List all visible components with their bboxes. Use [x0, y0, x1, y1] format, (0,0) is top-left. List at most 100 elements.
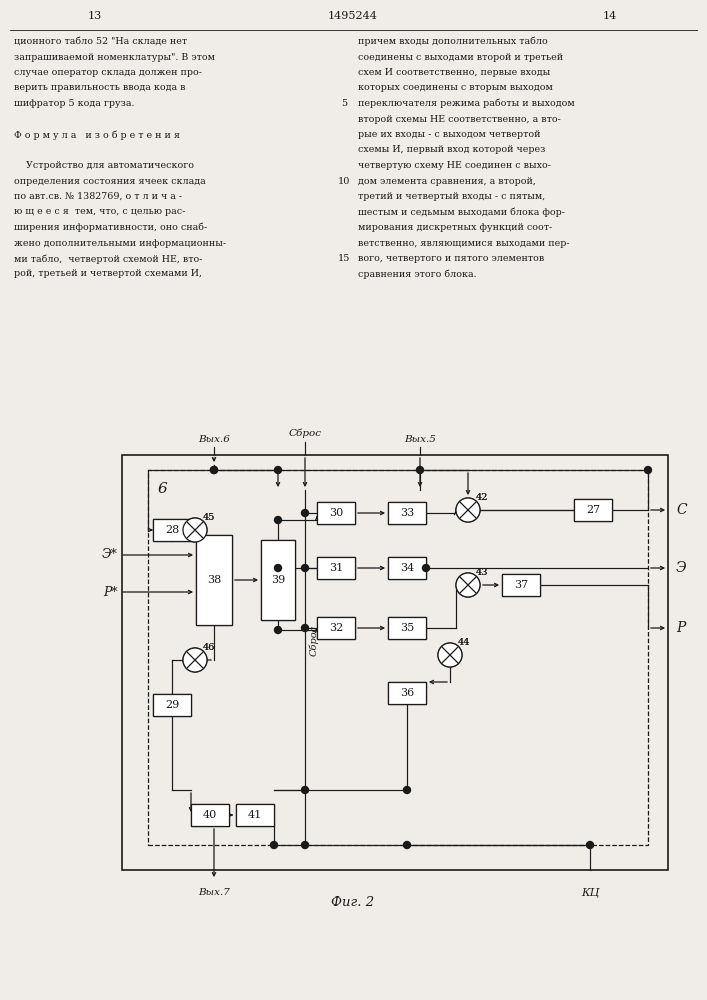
Bar — [502, 574, 540, 596]
Circle shape — [274, 466, 281, 474]
Circle shape — [301, 510, 308, 516]
Bar — [502, 574, 540, 596]
Text: Р*: Р* — [103, 585, 118, 598]
Circle shape — [301, 564, 308, 572]
Circle shape — [438, 643, 462, 667]
Bar — [317, 617, 355, 639]
Text: 37: 37 — [514, 580, 528, 590]
Circle shape — [456, 498, 480, 522]
Text: третий и четвертый входы - с пятым,: третий и четвертый входы - с пятым, — [358, 192, 545, 201]
Text: С: С — [676, 503, 686, 517]
Text: Фиг. 2: Фиг. 2 — [332, 896, 375, 908]
Bar — [574, 499, 612, 521]
Bar — [574, 499, 612, 521]
Circle shape — [301, 786, 308, 794]
Text: 39: 39 — [271, 575, 285, 585]
Text: Сброс: Сброс — [309, 624, 318, 656]
Text: 30: 30 — [329, 508, 343, 518]
Text: 33: 33 — [400, 508, 414, 518]
Text: 36: 36 — [400, 688, 414, 698]
Bar — [153, 694, 191, 716]
Bar — [196, 535, 232, 625]
Circle shape — [438, 643, 462, 667]
Bar — [388, 502, 426, 524]
Text: 14: 14 — [603, 11, 617, 21]
Bar — [388, 557, 426, 579]
Text: 28: 28 — [165, 525, 179, 535]
Text: рой, третьей и четвертой схемами И,: рой, третьей и четвертой схемами И, — [14, 269, 202, 278]
Circle shape — [274, 626, 281, 634]
Text: по авт.св. № 1382769, о т л и ч а -: по авт.св. № 1382769, о т л и ч а - — [14, 192, 182, 201]
Text: случае оператор склада должен про-: случае оператор склада должен про- — [14, 68, 202, 77]
Text: 37: 37 — [514, 580, 528, 590]
Bar — [148, 470, 648, 845]
Text: 43: 43 — [476, 568, 489, 577]
Circle shape — [456, 573, 480, 597]
Text: 45: 45 — [203, 513, 216, 522]
Text: 46: 46 — [203, 643, 216, 652]
Text: Вых.6: Вых.6 — [198, 435, 230, 444]
Text: ширения информативности, оно снаб-: ширения информативности, оно снаб- — [14, 223, 207, 232]
Text: 35: 35 — [400, 623, 414, 633]
Text: 29: 29 — [165, 700, 179, 710]
Text: 13: 13 — [88, 11, 102, 21]
Text: мирования дискретных функций соот-: мирования дискретных функций соот- — [358, 223, 552, 232]
Text: 31: 31 — [329, 563, 343, 573]
Text: причем входы дополнительных табло: причем входы дополнительных табло — [358, 37, 548, 46]
Text: 36: 36 — [400, 688, 414, 698]
Text: 29: 29 — [165, 700, 179, 710]
Bar — [317, 617, 355, 639]
Text: 46: 46 — [203, 643, 216, 652]
Circle shape — [211, 466, 218, 474]
Text: 30: 30 — [329, 508, 343, 518]
Bar — [196, 535, 232, 625]
Bar — [317, 502, 355, 524]
Text: Устройство для автоматического: Устройство для автоматического — [14, 161, 194, 170]
Text: 33: 33 — [400, 508, 414, 518]
Text: 42: 42 — [476, 493, 489, 502]
Text: 44: 44 — [458, 638, 470, 647]
Circle shape — [183, 648, 207, 672]
Circle shape — [274, 564, 281, 572]
Circle shape — [301, 842, 308, 848]
Circle shape — [416, 466, 423, 474]
Bar — [388, 502, 426, 524]
Text: определения состояния ячеек склада: определения состояния ячеек склада — [14, 176, 206, 186]
Text: 15: 15 — [338, 254, 350, 263]
Text: Сброс: Сброс — [288, 428, 322, 438]
Bar — [388, 617, 426, 639]
Circle shape — [404, 786, 411, 794]
Circle shape — [587, 842, 593, 848]
Text: 40: 40 — [203, 810, 217, 820]
Bar — [236, 804, 274, 826]
Circle shape — [271, 842, 278, 848]
Bar — [388, 617, 426, 639]
Text: Вых.5: Вых.5 — [404, 435, 436, 444]
Text: 27: 27 — [586, 505, 600, 515]
Text: 45: 45 — [203, 513, 216, 522]
Text: рые их входы - с выходом четвертой: рые их входы - с выходом четвертой — [358, 130, 540, 139]
Text: запрашиваемой номенклатуры". В этом: запрашиваемой номенклатуры". В этом — [14, 52, 215, 62]
Circle shape — [183, 518, 207, 542]
Circle shape — [645, 466, 651, 474]
Text: 35: 35 — [400, 623, 414, 633]
Text: 40: 40 — [203, 810, 217, 820]
Circle shape — [183, 518, 207, 542]
Circle shape — [301, 624, 308, 632]
Circle shape — [404, 842, 411, 848]
Text: 39: 39 — [271, 575, 285, 585]
Circle shape — [274, 516, 281, 524]
Text: 32: 32 — [329, 623, 343, 633]
Text: 41: 41 — [248, 810, 262, 820]
Text: 43: 43 — [476, 568, 489, 577]
Text: которых соединены с вторым выходом: которых соединены с вторым выходом — [358, 84, 553, 93]
Bar — [388, 682, 426, 704]
Text: 32: 32 — [329, 623, 343, 633]
Text: 1495244: 1495244 — [328, 11, 378, 21]
Text: КЦ: КЦ — [581, 888, 600, 898]
Text: 31: 31 — [329, 563, 343, 573]
Text: сравнения этого блока.: сравнения этого блока. — [358, 269, 477, 279]
Text: вого, четвертого и пятого элементов: вого, четвертого и пятого элементов — [358, 254, 544, 263]
Text: ветственно, являющимися выходами пер-: ветственно, являющимися выходами пер- — [358, 238, 570, 247]
Text: четвертую схему НЕ соединен с выхо-: четвертую схему НЕ соединен с выхо- — [358, 161, 551, 170]
